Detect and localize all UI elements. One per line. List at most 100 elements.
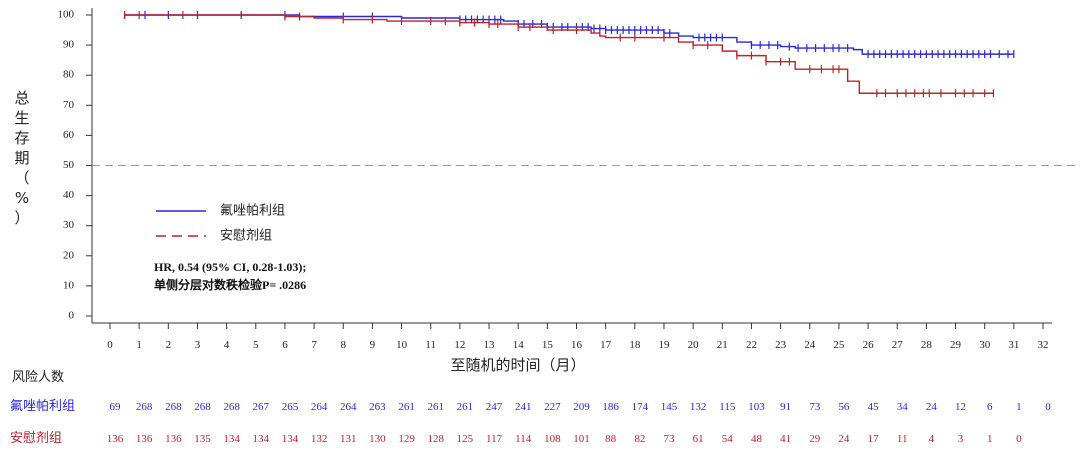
risk-cell: 82 — [634, 433, 645, 445]
risk-cell: 73 — [809, 401, 821, 413]
risk-cell: 136 — [107, 433, 124, 445]
y-tick-label: 50 — [63, 159, 75, 171]
risk-cell: 54 — [722, 433, 734, 445]
risk-cell: 136 — [136, 433, 153, 445]
x-tick-label: 19 — [658, 339, 670, 351]
risk-cell: 56 — [838, 401, 850, 413]
x-tick-label: 13 — [484, 339, 496, 351]
y-tick-label: 0 — [69, 310, 75, 322]
risk-cell: 24 — [838, 433, 850, 445]
x-tick-label: 12 — [454, 339, 465, 351]
risk-cell: 136 — [165, 433, 182, 445]
risk-cell: 108 — [544, 433, 561, 445]
risk-cell: 125 — [457, 433, 474, 445]
y-axis-title-char: 总 — [14, 89, 29, 107]
risk-cell: 69 — [110, 401, 122, 413]
y-tick-label: 60 — [63, 129, 75, 141]
x-tick-label: 6 — [282, 339, 288, 351]
risk-row-label-placebo: 安慰剂组 — [10, 431, 62, 446]
risk-cell: 128 — [427, 433, 444, 445]
logrank-p-annotation: 单侧分层对数秩检验P= .0286 — [154, 277, 306, 292]
y-axis-title-char: （ — [14, 169, 29, 187]
x-axis: 0 1 2 3 4 5 6 7 8 9 10 11 12 13 14 15 16 17 18 19 20 21 22 23 24… — [107, 323, 1049, 351]
risk-cell: 103 — [748, 401, 765, 413]
y-tick-label: 70 — [63, 99, 75, 111]
risk-cell: 130 — [369, 433, 386, 445]
risk-cell: 41 — [780, 433, 791, 445]
hazard-ratio-annotation: HR, 0.54 (95% CI, 0.28-1.03); — [154, 260, 306, 274]
x-tick-label: 25 — [833, 339, 845, 351]
risk-cell: 101 — [573, 433, 590, 445]
x-tick-label: 15 — [542, 339, 554, 351]
x-tick-label: 21 — [717, 339, 728, 351]
risk-cell: 45 — [868, 401, 880, 413]
risk-cell: 241 — [515, 401, 532, 413]
risk-table-title: 风险人数 — [12, 370, 64, 385]
x-tick-label: 26 — [863, 339, 875, 351]
risk-cell: 17 — [868, 433, 880, 445]
risk-cell: 227 — [544, 401, 561, 413]
risk-table: 风险人数 氟唑帕利组 安慰剂组 69 268 268 268 268 267 265 264 2… — [10, 370, 1051, 446]
x-tick-label: 17 — [600, 339, 612, 351]
risk-cell: 261 — [427, 401, 444, 413]
x-tick-label: 29 — [950, 339, 962, 351]
risk-cell: 247 — [486, 401, 503, 413]
risk-cell: 145 — [661, 401, 678, 413]
risk-cell: 134 — [253, 433, 270, 445]
risk-cell: 91 — [780, 401, 791, 413]
survival-curves — [123, 11, 1015, 98]
risk-cell: 73 — [663, 433, 675, 445]
risk-cell: 261 — [398, 401, 415, 413]
x-tick-label: 24 — [804, 339, 816, 351]
y-tick-label: 20 — [63, 249, 75, 261]
risk-cell: 117 — [486, 433, 503, 445]
risk-cell: 12 — [955, 401, 966, 413]
risk-cell: 186 — [602, 401, 619, 413]
x-tick-label: 0 — [107, 339, 113, 351]
x-tick-label: 30 — [979, 339, 991, 351]
x-tick-label: 20 — [688, 339, 700, 351]
risk-cell: 267 — [253, 401, 270, 413]
risk-cell: 261 — [457, 401, 474, 413]
y-tick-label: 80 — [63, 69, 75, 81]
x-tick-label: 1 — [136, 339, 142, 351]
risk-cell: 131 — [340, 433, 357, 445]
risk-cell: 34 — [897, 401, 909, 413]
x-tick-label: 7 — [311, 339, 317, 351]
legend: 氟唑帕利组 安慰剂组 — [156, 203, 285, 244]
risk-cell: 263 — [369, 401, 386, 413]
risk-cell: 174 — [632, 401, 649, 413]
risk-cell: 1 — [987, 433, 993, 445]
y-axis-title-char: 期 — [14, 149, 29, 167]
x-tick-label: 28 — [921, 339, 933, 351]
x-axis-title: 至随机的时间（月） — [450, 356, 585, 374]
x-tick-label: 27 — [892, 339, 904, 351]
y-axis-title-char: 生 — [14, 109, 29, 127]
y-tick-label: 40 — [63, 189, 75, 201]
x-tick-label: 14 — [513, 339, 525, 351]
risk-cell: 134 — [282, 433, 299, 445]
risk-cell: 11 — [897, 433, 908, 445]
risk-cell: 134 — [223, 433, 240, 445]
risk-cell: 0 — [1045, 401, 1051, 413]
risk-cell: 6 — [987, 401, 993, 413]
risk-cell: 88 — [605, 433, 617, 445]
risk-cell: 3 — [958, 433, 964, 445]
survival-curve-treatment — [124, 14, 1014, 55]
x-tick-label: 5 — [253, 339, 259, 351]
risk-cell: 115 — [719, 401, 736, 413]
legend-label-treatment: 氟唑帕利组 — [220, 203, 285, 219]
risk-cell: 264 — [311, 401, 328, 413]
y-tick-label: 30 — [63, 219, 75, 231]
y-axis-title-char: % — [15, 189, 29, 207]
x-tick-label: 11 — [425, 339, 436, 351]
risk-cell: 24 — [926, 401, 938, 413]
risk-cell: 29 — [809, 433, 821, 445]
y-tick-label: 10 — [63, 279, 75, 291]
risk-cell: 268 — [223, 401, 240, 413]
risk-cell: 268 — [165, 401, 182, 413]
risk-cell: 4 — [929, 433, 935, 445]
risk-cell: 114 — [515, 433, 532, 445]
